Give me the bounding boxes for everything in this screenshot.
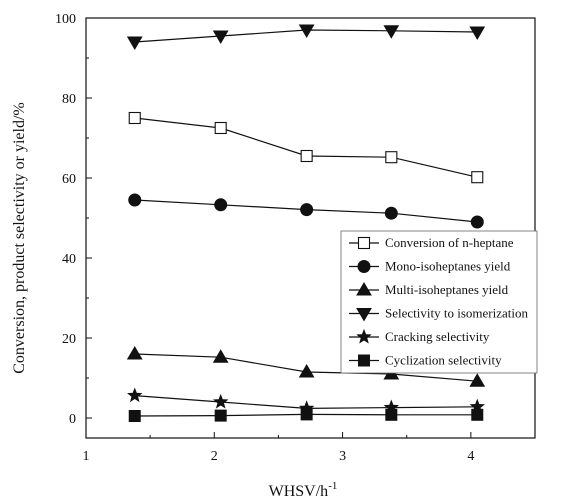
legend-label: Selectivity to isomerization — [385, 306, 528, 321]
data-point — [212, 30, 229, 44]
data-point — [212, 393, 229, 409]
legend-label: Conversion of n-heptane — [385, 235, 514, 250]
series-line — [134, 117, 478, 178]
x-axis-tick-label: 2 — [211, 449, 218, 464]
x-axis-tick-label: 1 — [83, 449, 90, 464]
legend-item: Selectivity to isomerization — [349, 306, 528, 322]
legend-marker — [357, 236, 371, 250]
data-point — [384, 206, 398, 220]
data-point — [470, 215, 484, 229]
data-point — [300, 149, 313, 163]
data-point — [383, 25, 400, 39]
legend-marker — [356, 282, 372, 296]
y-axis-tick-label: 40 — [62, 252, 76, 267]
data-point — [126, 346, 143, 360]
y-axis-tick-label: 100 — [55, 12, 76, 27]
data-point — [214, 198, 228, 212]
data-point — [471, 171, 484, 184]
data-point — [212, 349, 229, 363]
legend-marker — [358, 354, 370, 367]
legend-item: Cyclization selectivity — [349, 353, 502, 368]
data-point — [214, 121, 227, 135]
legend-label: Cracking selectivity — [385, 329, 490, 344]
x-axis-title: WHSV/h-1 — [269, 480, 338, 500]
data-point — [214, 409, 227, 422]
legend-label: Mono-isoheptanes yield — [385, 259, 511, 274]
data-point — [298, 364, 315, 378]
data-point — [300, 203, 314, 217]
y-axis-tick-label: 0 — [69, 412, 76, 427]
legend-label: Cyclization selectivity — [385, 353, 502, 368]
data-point — [471, 408, 484, 421]
data-point — [126, 36, 143, 50]
y-axis-title: Conversion, product selectivity or yield… — [11, 102, 28, 374]
series-layer — [126, 24, 486, 422]
legend-marker — [356, 328, 372, 344]
data-series — [128, 193, 484, 229]
data-point — [128, 410, 141, 422]
legend-label: Multi-isoheptanes yield — [385, 282, 509, 297]
data-series — [128, 408, 484, 422]
x-axis-tick-label: 4 — [467, 449, 474, 464]
x-axis-title-base: WHSV/h — [269, 483, 329, 500]
legend-item: Conversion of n-heptane — [349, 235, 514, 250]
data-point — [300, 408, 313, 421]
data-point — [385, 408, 398, 421]
y-axis-tick-label: 20 — [62, 332, 76, 347]
data-point — [127, 387, 143, 403]
legend-marker — [356, 308, 372, 322]
data-point — [385, 151, 398, 164]
x-axis-title-superscript: -1 — [328, 480, 337, 492]
legend-item: Multi-isoheptanes yield — [349, 282, 509, 297]
data-point — [469, 373, 486, 387]
data-series — [128, 111, 484, 184]
plot-frame — [85, 17, 536, 439]
data-series — [126, 24, 486, 50]
data-series — [126, 346, 486, 387]
data-point — [469, 26, 486, 40]
data-point — [128, 111, 141, 125]
legend: Conversion of n-heptane Mono-isoheptanes … — [340, 230, 538, 374]
y-axis-tick-label: 60 — [62, 172, 76, 187]
x-axis-tick-label: 3 — [339, 449, 346, 464]
data-point — [128, 193, 142, 207]
legend-item: Cracking selectivity — [349, 328, 490, 344]
legend-item: Mono-isoheptanes yield — [349, 259, 511, 274]
data-point — [298, 24, 315, 38]
legend-marker — [357, 260, 371, 273]
y-axis-tick-label: 80 — [62, 92, 76, 107]
legend-box — [340, 230, 538, 374]
